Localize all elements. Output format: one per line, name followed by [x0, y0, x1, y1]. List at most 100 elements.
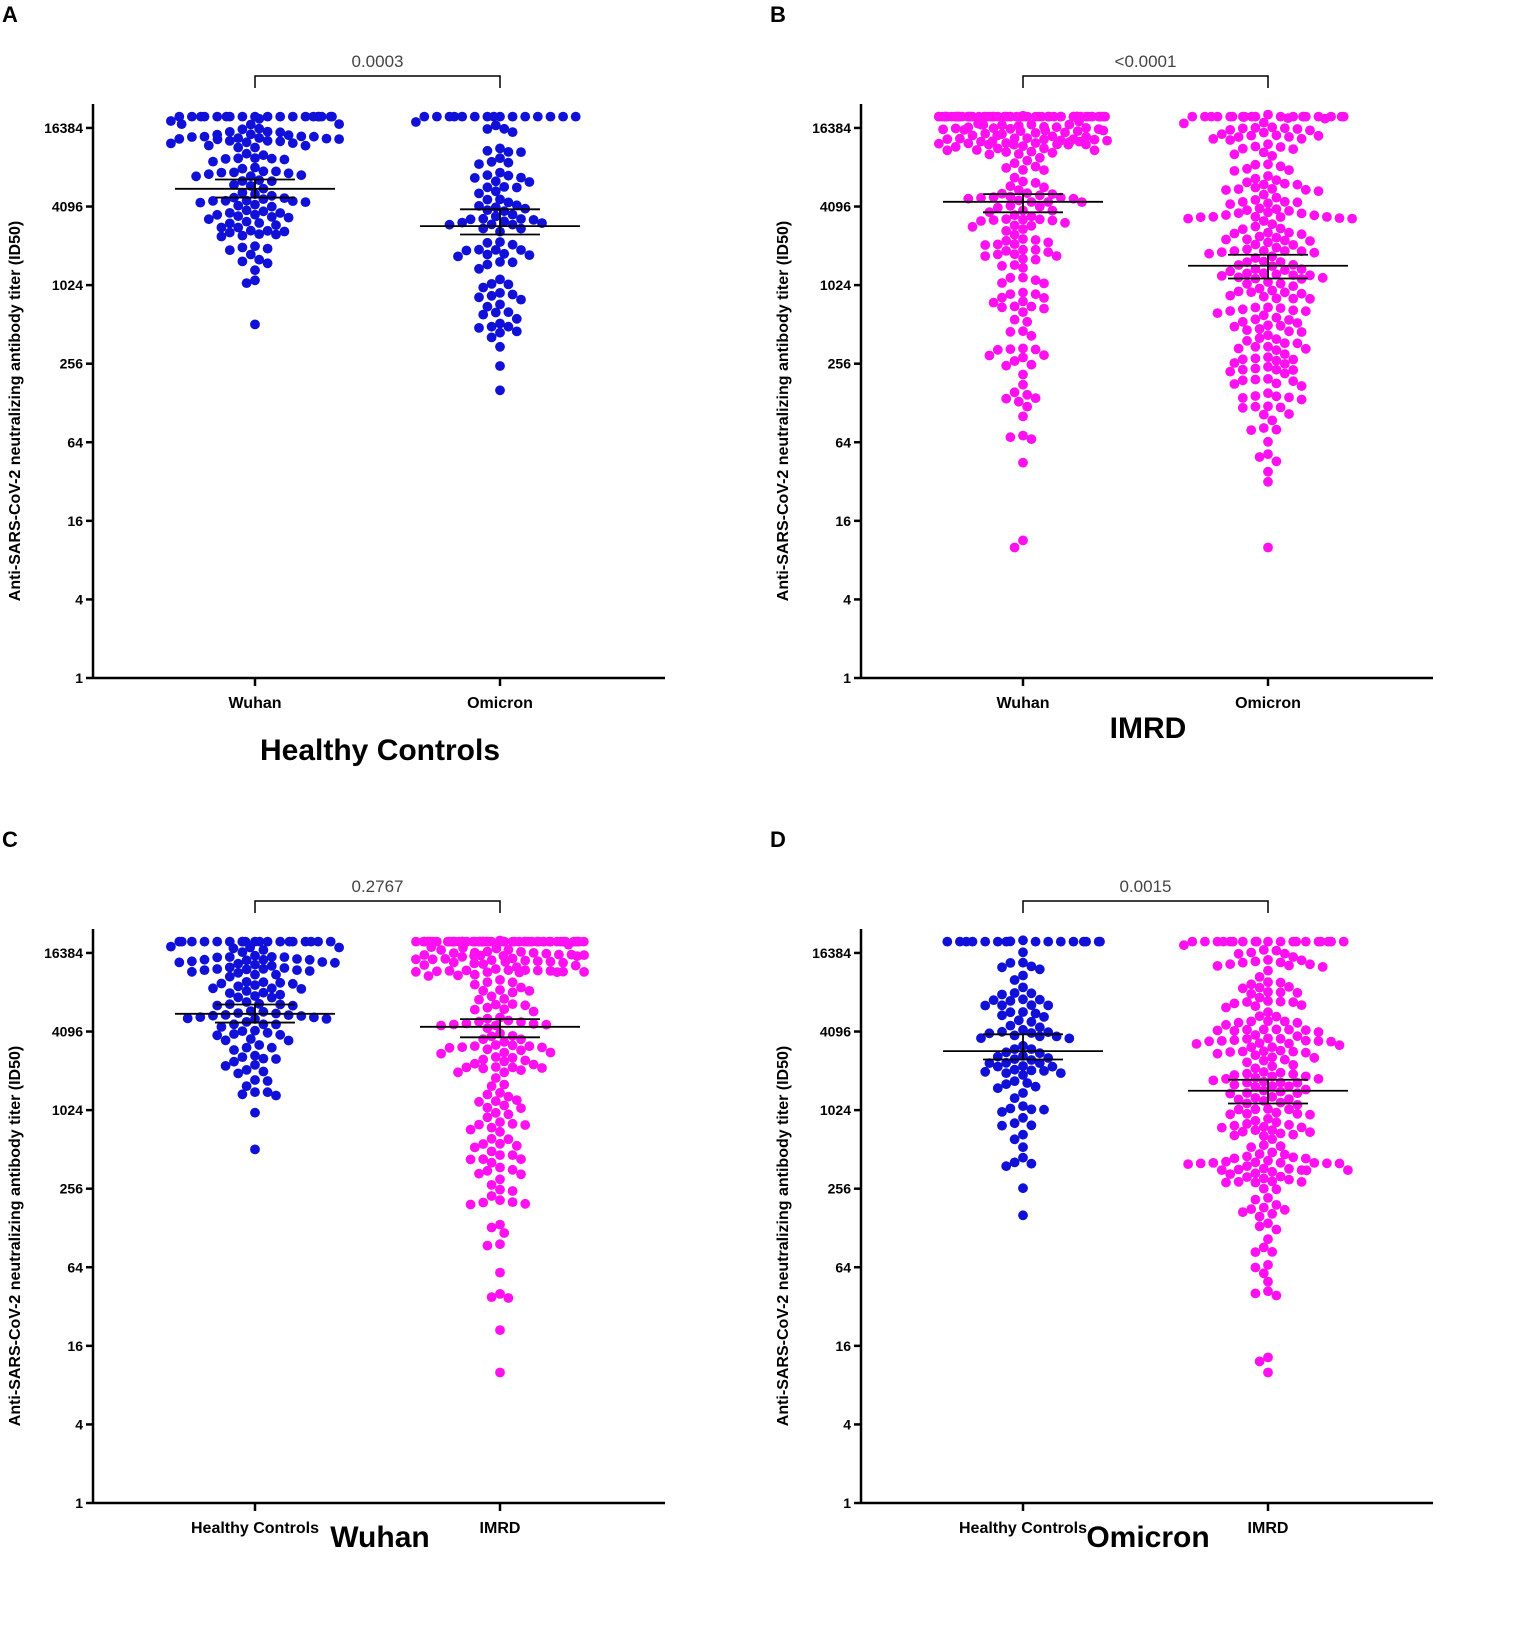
data-point: [1251, 1001, 1261, 1011]
data-point: [1276, 1046, 1286, 1056]
data-point: [1263, 362, 1273, 372]
data-point: [1238, 354, 1248, 364]
data-point: [1251, 1093, 1261, 1103]
data-point: [1010, 221, 1020, 231]
data-point: [504, 280, 514, 290]
data-point: [1018, 1142, 1028, 1152]
data-point: [225, 972, 235, 982]
data-point: [516, 1045, 526, 1055]
data-point: [1225, 125, 1235, 135]
data-point: [462, 246, 472, 256]
data-point: [1225, 1047, 1235, 1057]
data-point: [1272, 391, 1282, 401]
data-point: [1263, 320, 1273, 330]
data-point: [1284, 326, 1294, 336]
data-point: [1179, 119, 1189, 129]
data-point: [1225, 306, 1235, 316]
data-point: [1263, 1277, 1273, 1287]
data-point: [495, 319, 505, 329]
data-point: [284, 213, 294, 223]
data-point: [1018, 263, 1028, 273]
data-point: [1027, 962, 1037, 972]
data-point: [1035, 190, 1045, 200]
data-point: [1263, 228, 1273, 238]
data-point: [516, 1169, 526, 1179]
data-point: [1267, 1209, 1277, 1219]
data-point: [1276, 1034, 1286, 1044]
data-point: [1267, 1042, 1277, 1052]
x-category-label: Healthy Controls: [191, 1520, 319, 1537]
data-point: [212, 953, 222, 963]
data-point: [1006, 432, 1016, 442]
data-point: [1064, 1034, 1074, 1044]
data-point: [1301, 185, 1311, 195]
data-point: [1242, 1088, 1252, 1098]
data-point: [997, 293, 1007, 303]
data-point: [1305, 1127, 1315, 1137]
data-point: [1263, 449, 1273, 459]
data-point: [1251, 1263, 1261, 1273]
data-point: [1280, 1150, 1290, 1160]
data-point: [1251, 1125, 1261, 1135]
data-point: [997, 962, 1007, 972]
data-point: [1001, 163, 1011, 173]
data-point: [483, 1044, 493, 1054]
data-point: [1001, 147, 1011, 157]
data-point: [306, 937, 316, 947]
data-point: [246, 250, 256, 260]
data-point: [483, 977, 493, 987]
data-point: [483, 1090, 493, 1100]
data-point: [1035, 1048, 1045, 1058]
y-tick-label: 16384: [812, 945, 851, 961]
data-point: [941, 112, 951, 122]
data-point: [1006, 124, 1016, 134]
data-point: [1293, 180, 1303, 190]
data-point: [322, 1014, 332, 1024]
data-point: [275, 208, 285, 218]
data-point: [1048, 148, 1058, 158]
data-point: [1242, 177, 1252, 187]
data-point: [1284, 1094, 1294, 1104]
data-point: [1018, 1101, 1028, 1111]
data-point: [259, 1019, 269, 1029]
data-point: [1230, 379, 1240, 389]
data-point: [1014, 397, 1024, 407]
data-point: [1018, 983, 1028, 993]
x-category-label: Omicron: [1235, 695, 1301, 712]
data-point: [1230, 149, 1240, 159]
data-point: [483, 260, 493, 270]
data-point: [491, 1040, 501, 1050]
data-point: [474, 245, 484, 255]
data-point: [508, 1165, 518, 1175]
data-point: [1242, 336, 1252, 346]
data-point: [1284, 206, 1294, 216]
data-point: [296, 170, 306, 180]
data-point: [221, 1035, 231, 1045]
data-point: [208, 983, 218, 993]
data-point: [1063, 140, 1073, 150]
data-point: [1039, 165, 1049, 175]
data-point: [1276, 212, 1286, 222]
data-point: [250, 1145, 260, 1155]
data-point: [238, 164, 248, 174]
data-point: [963, 139, 973, 149]
data-point: [1196, 1159, 1206, 1169]
data-point: [1284, 961, 1294, 971]
data-point: [1259, 1056, 1269, 1066]
data-point: [508, 220, 518, 230]
data-point: [267, 983, 277, 993]
data-point: [225, 127, 235, 137]
data-point: [1259, 118, 1269, 128]
data-point: [255, 937, 265, 947]
data-point: [284, 168, 294, 178]
y-tick-label: 4: [843, 1416, 851, 1432]
data-point: [1263, 543, 1273, 553]
data-point: [1280, 179, 1290, 189]
data-point: [499, 1080, 509, 1090]
significance-bracket: [1023, 76, 1268, 88]
data-point: [1031, 162, 1041, 172]
data-point: [1018, 380, 1028, 390]
data-point: [436, 1049, 446, 1059]
data-point: [1230, 1131, 1240, 1141]
data-point: [504, 322, 514, 332]
